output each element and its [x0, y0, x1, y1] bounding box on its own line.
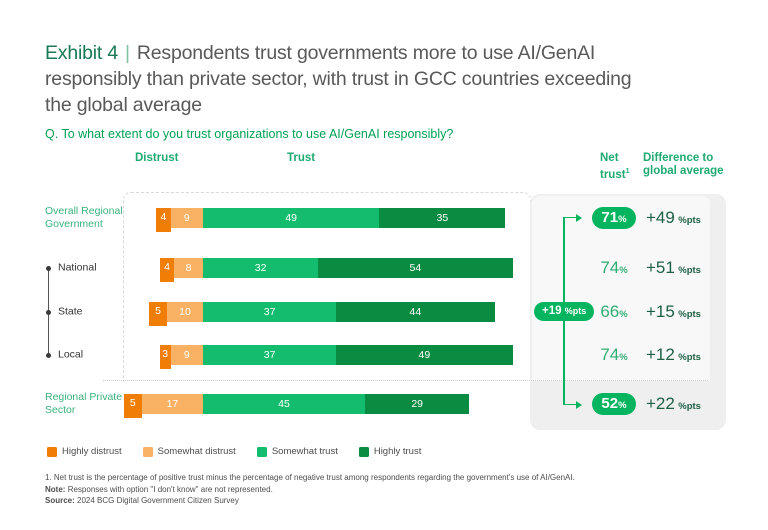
survey-question: Q. To what extent do you trust organizat…	[45, 127, 454, 141]
chart-row-state: State 5 10 37 44 66% +15 %pts	[0, 302, 768, 326]
legend-swatch	[47, 446, 57, 457]
net-trust-value: 74%	[600, 258, 628, 277]
footnote-note: Note: Responses with option "I don't kno…	[45, 484, 273, 494]
bar-trust-segments: 37 49	[203, 345, 513, 365]
difference-value: +15 %pts	[646, 302, 701, 321]
bar-segment-highly-trust: 49	[336, 345, 513, 365]
difference-value: +51 %pts	[646, 258, 701, 277]
net-trust-value: 52%	[584, 393, 644, 415]
bar-trust-segments: 37 44	[203, 302, 495, 322]
column-header-trust: Trust	[287, 152, 316, 164]
bar-segment-highly-distrust: 4	[159, 258, 175, 282]
bar-segment-highly-trust: 54	[318, 258, 513, 278]
bar-segment-highly-distrust: 5	[149, 302, 167, 326]
difference-value: +12 %pts	[646, 345, 701, 364]
bar-segment-somewhat-distrust: 17	[141, 394, 203, 414]
bar-segment-highly-trust: 29	[365, 394, 470, 414]
row-label: National	[58, 261, 97, 274]
footnote-net-trust: 1. Net trust is the percentage of positi…	[45, 473, 575, 482]
bar-segment-somewhat-distrust: 9	[170, 345, 203, 365]
difference-value: +49 %pts	[646, 208, 701, 227]
legend-swatch	[256, 446, 267, 457]
gap-annotation-badge: +19 %pts	[534, 302, 595, 321]
title-line3: the global average	[45, 94, 202, 116]
legend-item-highly-distrust: Highly distrust	[47, 446, 122, 457]
column-header-distrust: Distrust	[135, 152, 179, 164]
title-divider: |	[125, 42, 130, 64]
page-title: Exhibit 4 | Respondents trust governments …	[45, 40, 745, 118]
bar-segment-somewhat-distrust: 10	[167, 302, 203, 322]
bar-segment-highly-trust: 44	[336, 302, 495, 322]
bar-trust-segments: 32 54	[203, 258, 513, 278]
row-label: Overall Regional Government	[45, 205, 123, 230]
column-header-difference: Difference to global average	[643, 152, 724, 177]
bar-segment-somewhat-trust: 37	[203, 302, 337, 322]
title-line2: responsibly than private sector, with tr…	[45, 68, 632, 90]
legend-item-somewhat-distrust: Somewhat distrust	[142, 446, 236, 457]
arrow-right-icon	[576, 213, 582, 222]
footnote-source: Source: 2024 BCG Digital Government Citi…	[45, 496, 239, 505]
bar-segment-somewhat-trust: 32	[203, 258, 319, 278]
arrow-right-icon	[576, 400, 582, 409]
bar-segment-highly-distrust: 4	[156, 208, 171, 232]
legend-item-somewhat-trust: Somewhat trust	[256, 446, 338, 457]
legend: Highly distrust Somewhat distrust Somewh…	[47, 446, 421, 457]
bar-trust-segments: 45 29	[203, 394, 470, 414]
chart-row-regional-private-sector: Regional Private Sector 5 17 45 29 52% +22…	[0, 391, 768, 418]
gap-bracket-arm-top	[563, 216, 576, 218]
bar-segment-highly-trust: 35	[379, 208, 506, 228]
gap-bracket-arm-bottom	[563, 403, 576, 405]
legend-swatch	[142, 446, 153, 457]
difference-value: +22 %pts	[646, 394, 701, 413]
footnote-marker: 1	[625, 168, 630, 175]
row-label: Local	[58, 348, 84, 361]
row-label: State	[58, 305, 83, 318]
footnotes: 1. Net trust is the percentage of positi…	[45, 472, 725, 507]
bullet-icon	[46, 265, 51, 271]
bar-segment-somewhat-trust: 45	[203, 394, 365, 414]
bar-distrust-segments: 5 10	[149, 302, 203, 326]
government-private-divider	[103, 380, 708, 381]
bullet-icon	[46, 309, 51, 315]
exhibit-label: Exhibit 4	[45, 42, 118, 64]
bar-segment-highly-distrust: 5	[123, 394, 142, 418]
title-line1: Respondents trust governments more to us…	[136, 42, 596, 64]
net-trust-value: 66%	[600, 302, 628, 321]
bar-trust-segments: 49 35	[203, 208, 506, 228]
bar-segment-highly-distrust: 3	[159, 345, 171, 369]
net-trust-value: 74%	[600, 345, 628, 364]
legend-swatch	[358, 446, 369, 457]
bar-segment-somewhat-trust: 37	[203, 345, 337, 365]
legend-item-highly-trust: Highly trust	[358, 446, 421, 457]
bullet-icon	[46, 352, 51, 358]
bar-segment-somewhat-distrust: 8	[174, 258, 203, 278]
bar-segment-somewhat-distrust: 9	[170, 208, 203, 228]
bar-segment-somewhat-trust: 49	[203, 208, 380, 228]
net-trust-value: 71%	[584, 207, 644, 229]
row-label: Regional Private Sector	[45, 391, 123, 416]
column-header-net-trust: Net trust1	[600, 152, 630, 181]
bar-distrust-segments: 5 17	[123, 394, 203, 418]
